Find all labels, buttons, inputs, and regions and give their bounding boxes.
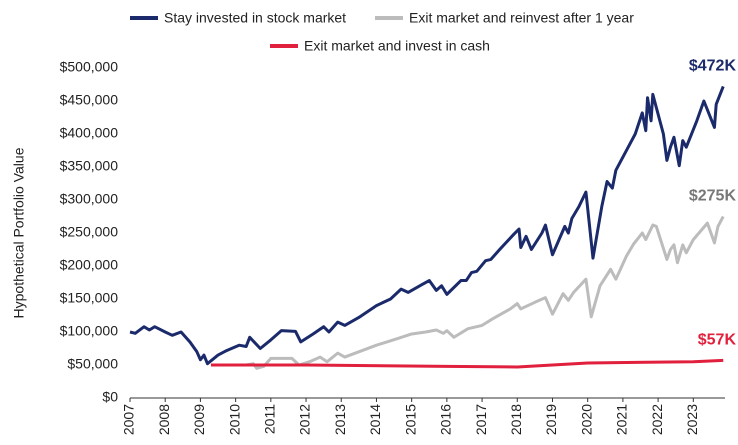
y-tick-label: $250,000 xyxy=(60,224,119,240)
y-axis-title: Hypothetical Portfolio Value xyxy=(11,147,27,318)
y-tick-label: $0 xyxy=(102,389,118,405)
legend: Stay invested in stock market Exit market… xyxy=(130,10,634,54)
legend-label: Exit market and reinvest after 1 year xyxy=(409,10,634,26)
x-tick-label: 2019 xyxy=(543,404,559,435)
y-tick-label: $150,000 xyxy=(60,290,119,306)
x-tick-label: 2020 xyxy=(578,404,594,435)
x-tick-label: 2023 xyxy=(684,404,700,435)
x-tick-label: 2012 xyxy=(297,404,313,435)
x-tick-label: 2016 xyxy=(438,404,454,435)
end-label: $275K xyxy=(689,188,737,205)
legend-label: Exit market and invest in cash xyxy=(304,38,490,54)
end-label: $57K xyxy=(698,332,737,349)
x-tick-label: 2011 xyxy=(262,404,278,434)
y-tick-label: $50,000 xyxy=(67,356,118,372)
series-line xyxy=(129,85,725,366)
series-line xyxy=(210,215,725,370)
x-tick-label: 2022 xyxy=(649,404,665,435)
y-tick-label: $200,000 xyxy=(60,257,119,273)
legend-label: Stay invested in stock market xyxy=(164,10,346,26)
series-line xyxy=(210,358,724,369)
y-tick-label: $100,000 xyxy=(60,323,119,339)
x-tick-label: 2010 xyxy=(226,404,242,435)
y-tick-label: $300,000 xyxy=(60,191,119,207)
x-tick-label: 2008 xyxy=(156,404,172,435)
x-tick-label: 2009 xyxy=(191,404,207,435)
x-tick-label: 2017 xyxy=(473,404,489,435)
y-tick-label: $500,000 xyxy=(60,59,119,75)
x-tick-label: 2018 xyxy=(508,404,524,435)
y-tick-label: $450,000 xyxy=(60,92,119,108)
x-tick-label: 2014 xyxy=(367,404,383,435)
x-tick-label: 2007 xyxy=(121,404,137,435)
x-tick-label: 2015 xyxy=(402,404,418,435)
y-tick-label: $350,000 xyxy=(60,158,119,174)
y-tick-label: $400,000 xyxy=(60,125,119,141)
x-tick-label: 2013 xyxy=(332,404,348,435)
x-tick-label: 2021 xyxy=(614,404,630,435)
end-label: $472K xyxy=(689,58,737,75)
